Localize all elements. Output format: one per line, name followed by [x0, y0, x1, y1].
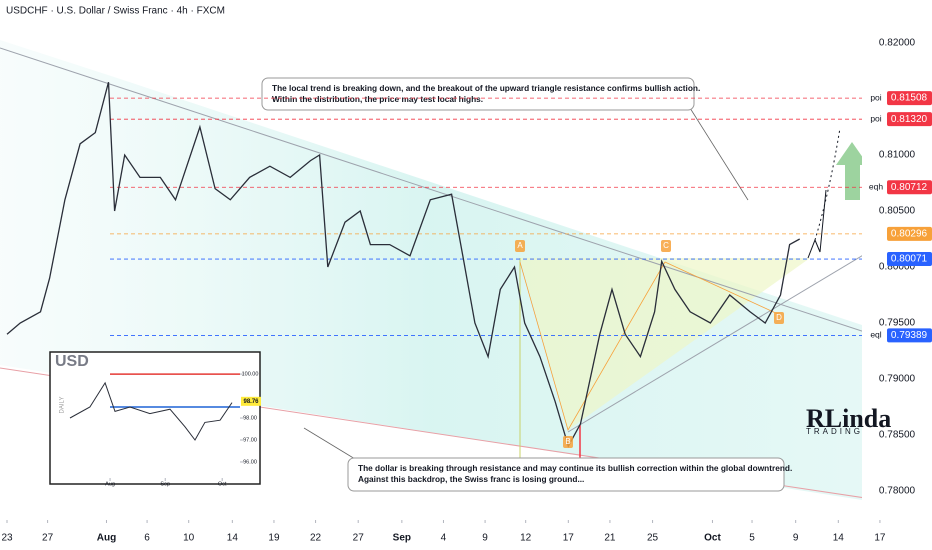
y-tick-label: 0.79500 [879, 318, 916, 329]
price-tag-label: 0.79389 [891, 330, 928, 341]
y-tick-label: 96.00 [243, 459, 257, 465]
callout-pointer [689, 107, 749, 201]
price-tag-label: 0.81508 [891, 93, 928, 104]
callout-text: Against this backdrop, the Swiss franc i… [358, 474, 584, 484]
last-price-label: 98.76 [243, 399, 259, 405]
point-marker [661, 240, 671, 252]
x-tick-label: 4 [441, 533, 447, 544]
price-tag-label: 0.80071 [891, 254, 928, 265]
point-marker [515, 240, 525, 252]
chart-title: USDCHF · U.S. Dollar / Swiss Franc · 4h … [6, 6, 225, 17]
x-tick-label: 25 [647, 533, 659, 544]
callout-box [261, 77, 695, 111]
logo: RLinda [806, 404, 891, 433]
y-tick-label: 98.00 [243, 415, 257, 421]
y-tick-label: 0.79000 [879, 374, 916, 385]
callout-text: The local trend is breaking down, and th… [272, 83, 700, 93]
x-tick-label: Oct [704, 533, 721, 544]
x-tick-label: 14 [833, 533, 845, 544]
logo-sub: TRADING [806, 427, 863, 436]
level-name: eqh [869, 182, 883, 192]
y-tick-label: 0.80000 [879, 262, 916, 273]
x-tick-label: 27 [42, 533, 54, 544]
x-tick-label: 6 [144, 533, 150, 544]
callout-text: Within the distribution, the price may t… [272, 94, 483, 104]
x-tick-label: Sep [160, 481, 170, 487]
price-line [69, 381, 233, 441]
level-name: poi [870, 92, 881, 102]
x-tick-label: 19 [268, 533, 280, 544]
x-tick-label: 12 [520, 533, 532, 544]
x-tick-label: Sep [393, 533, 411, 544]
projection [814, 127, 841, 241]
callout-text: The dollar is breaking through resistanc… [358, 463, 792, 473]
point-label: D [776, 313, 782, 322]
x-tick-label: 5 [749, 533, 755, 544]
x-tick-label: 9 [482, 533, 488, 544]
inset-ylabel: DAILY [60, 397, 66, 414]
x-tick-label: 21 [604, 533, 616, 544]
point-label: A [517, 241, 523, 250]
price-tag-label: 0.80712 [891, 182, 928, 193]
point-label: B [565, 437, 570, 446]
x-tick-label: Oct [218, 481, 227, 487]
y-tick-label: 100.00 [242, 372, 259, 378]
price-tag [887, 252, 932, 267]
pattern-line [519, 261, 781, 432]
x-tick-label: 17 [874, 533, 886, 544]
price-tag [887, 91, 932, 106]
last-price-tag [241, 396, 261, 406]
point-label: C [663, 241, 669, 250]
price-line [6, 82, 801, 448]
y-tick-label: 0.80500 [879, 206, 916, 217]
price-tag-label: 0.80296 [891, 228, 928, 239]
time-axis [0, 525, 932, 550]
level-name: poi [870, 113, 881, 123]
x-tick-label: Aug [105, 481, 115, 487]
callout-pointer [303, 427, 361, 463]
price-tag [887, 180, 932, 195]
level-name: eql [870, 330, 881, 340]
x-tick-label: 17 [563, 533, 575, 544]
y-tick-label: 0.82000 [879, 38, 916, 49]
point-marker [774, 312, 784, 324]
x-tick-label: 14 [227, 533, 239, 544]
price-tag-label: 0.81320 [891, 114, 928, 125]
projection [807, 189, 827, 259]
x-tick-label: 23 [1, 533, 13, 544]
y-tick-label: 0.78000 [879, 486, 916, 497]
y-tick-label: 97.00 [243, 437, 257, 443]
x-tick-label: 9 [793, 533, 799, 544]
price-tag [887, 328, 932, 343]
point-marker [563, 436, 573, 448]
inset-title: USD [55, 353, 89, 370]
y-tick-label: 0.81000 [879, 150, 916, 161]
trend-line [0, 47, 881, 338]
price-tag [887, 112, 932, 127]
x-tick-label: 10 [183, 533, 195, 544]
callout-box [347, 457, 785, 492]
up-arrow [836, 142, 868, 200]
triangle-line [567, 244, 881, 433]
x-tick-label: 27 [353, 533, 365, 544]
price-tag [887, 226, 932, 241]
y-tick-label: 0.78500 [879, 430, 916, 441]
x-tick-label: 22 [310, 533, 322, 544]
x-tick-label: Aug [97, 533, 116, 544]
inset-chart [49, 351, 261, 485]
